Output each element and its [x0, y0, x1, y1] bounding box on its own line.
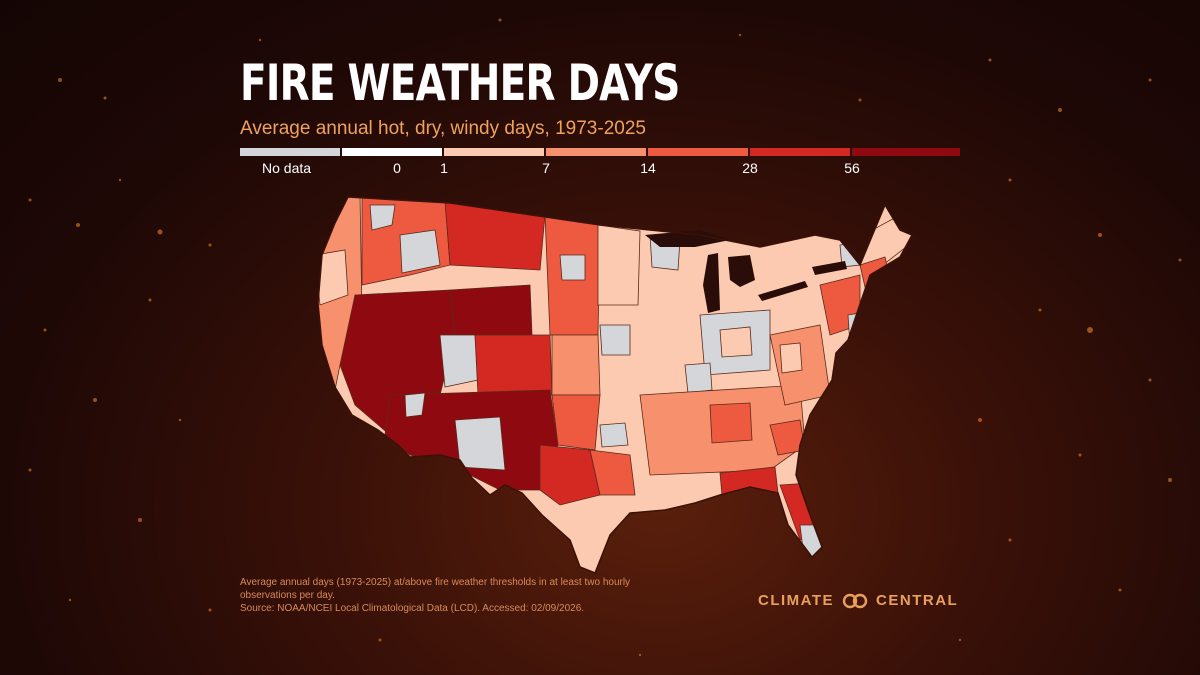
legend-tick: 56 [844, 160, 860, 176]
map-region [454, 416, 506, 471]
lake-erie [758, 281, 808, 301]
chart-subtitle: Average annual hot, dry, windy days, 197… [240, 118, 646, 139]
legend-swatch-1-7 [444, 148, 544, 156]
map-region [589, 449, 636, 496]
lake-huron [728, 255, 755, 287]
legend-tick: 7 [542, 160, 550, 176]
footnote-line: Average annual days (1973-2025) at/above… [240, 577, 631, 588]
logo-text-left: CLIMATE [758, 592, 835, 609]
map-region [684, 362, 713, 394]
map-region [369, 204, 396, 231]
chart-title: FIRE WEATHER DAYS [240, 54, 680, 112]
map-region [597, 224, 641, 306]
map-region [539, 444, 601, 506]
map-region [599, 422, 629, 448]
legend-swatch-nodata [240, 148, 340, 156]
lake-michigan [703, 253, 720, 313]
legend-nodata-label: No data [262, 160, 312, 176]
interlocking-rings-icon [842, 593, 868, 608]
logo-text-right: CENTRAL [876, 592, 959, 609]
map-region [599, 324, 631, 356]
us-outline [317, 196, 914, 574]
legend-swatch-28-56 [750, 148, 850, 156]
map-region [449, 284, 533, 336]
legend-tick: 0 [393, 160, 401, 176]
map-region [709, 402, 753, 444]
us-choropleth-map [317, 196, 914, 574]
legend-tick: 28 [742, 160, 758, 176]
map-region [444, 199, 546, 271]
source-line: Source: NOAA/NCEI Local Climatological D… [240, 603, 585, 614]
color-legend: No data 0 1 7 14 28 56 [240, 148, 960, 188]
map-region [399, 229, 441, 274]
legend-tick: 1 [440, 160, 448, 176]
legend-swatch-7-14 [546, 148, 646, 156]
footnote: Average annual days (1973-2025) at/above… [240, 576, 710, 615]
map-region [404, 392, 426, 418]
map-region [439, 334, 479, 388]
lake-ontario [812, 261, 847, 275]
map-region [559, 254, 586, 281]
legend-swatch-14-28 [648, 148, 748, 156]
footnote-line: observations per day. [240, 590, 335, 601]
climate-central-logo: CLIMATE CENTRAL [758, 592, 958, 609]
legend-swatch-56-plus [852, 148, 960, 156]
lake-superior [645, 230, 730, 247]
legend-swatch-zero [342, 148, 442, 156]
great-lakes [645, 230, 847, 313]
legend-tick: 14 [640, 160, 656, 176]
map-region [551, 394, 601, 451]
map-region [779, 342, 803, 374]
map-region [474, 334, 553, 396]
map-region [551, 334, 601, 396]
map-region [719, 326, 753, 358]
